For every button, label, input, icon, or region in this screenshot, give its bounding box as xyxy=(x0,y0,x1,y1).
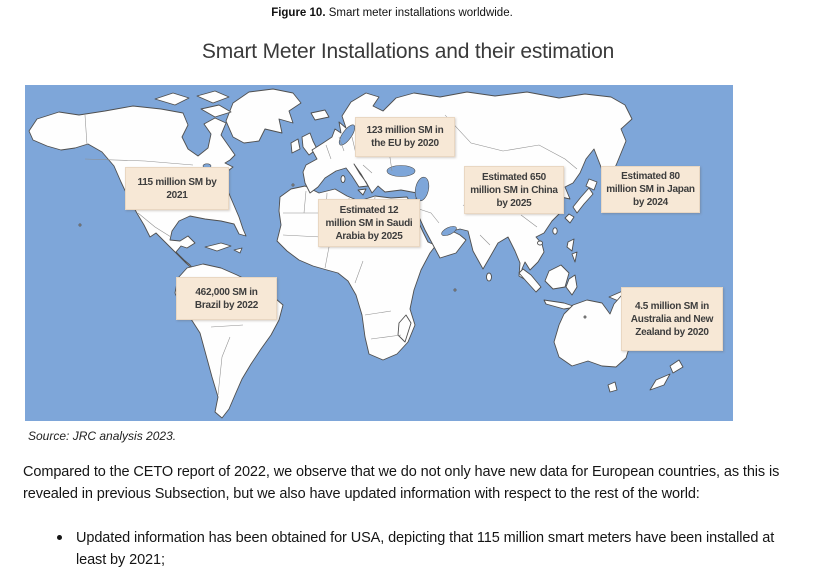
island-sulawesi xyxy=(565,274,578,296)
country-borders xyxy=(418,208,440,224)
islands-philippines xyxy=(571,251,578,263)
small-island xyxy=(453,288,457,292)
country-borders xyxy=(137,212,172,238)
figure-caption-text: Smart meter installations worldwide. xyxy=(328,7,513,19)
bullet-dot xyxy=(57,535,62,540)
island-madagascar xyxy=(397,314,412,343)
island-honshu xyxy=(572,187,594,214)
small-island xyxy=(291,183,295,187)
annotation-line: million SM in Japan xyxy=(606,184,695,195)
map-annotation-china: Estimated 650 million SM in China by 202… xyxy=(464,166,564,214)
island-sardinia xyxy=(340,175,346,183)
country-borders xyxy=(520,214,538,228)
island-sri-lanka xyxy=(486,272,492,282)
annotation-line: Estimated 80 xyxy=(621,171,680,182)
island-sicily xyxy=(357,188,367,196)
annotation-line: Estimated 650 xyxy=(481,171,546,183)
arctic-islands xyxy=(196,90,230,104)
annotation-line: million SM in Saudi xyxy=(325,217,413,229)
island-kyushu xyxy=(564,213,575,224)
island-new-zealand-south xyxy=(649,373,671,391)
body-paragraph: Compared to the CETO report of 2022, we … xyxy=(23,464,780,502)
bullet-text: Updated information has been obtained fo… xyxy=(76,530,775,568)
country-borders xyxy=(210,324,244,328)
annotation-line: 115 million SM by xyxy=(137,176,217,188)
map-annotation-saudi-arabia: Estimated 12 million SM in Saudi Arabia … xyxy=(318,199,420,247)
annotation-line: Brazil by 2022 xyxy=(194,299,259,311)
baltic-sea xyxy=(338,124,356,146)
country-borders xyxy=(479,234,491,246)
figure-caption: Figure 10. Smart meter installations wor… xyxy=(0,7,784,19)
country-borders xyxy=(354,260,364,284)
island-tasmania xyxy=(607,381,618,393)
island-sumatra xyxy=(518,268,542,293)
country-borders xyxy=(324,246,330,269)
annotation-line: the EU by 2020 xyxy=(371,138,439,149)
island-hainan xyxy=(537,240,543,246)
country-borders xyxy=(303,190,307,214)
annotation-line: 123 million SM in xyxy=(366,125,444,136)
map-annotation-japan: Estimated 80 million SM in Japan by 2024 xyxy=(601,166,700,213)
annotation-line: million SM in China xyxy=(470,184,558,196)
country-borders xyxy=(364,310,392,316)
annotation-line: by 2024 xyxy=(633,197,668,208)
figure-source: Source: JRC analysis 2023. xyxy=(28,429,177,443)
persian-gulf xyxy=(441,226,457,236)
map-annotation-australia-nz: 4.5 million SM in Australia and New Zeal… xyxy=(621,287,723,351)
island-taiwan xyxy=(552,227,558,235)
country-borders xyxy=(444,114,578,170)
annotation-line: by 2025 xyxy=(496,197,532,209)
island-iceland xyxy=(310,109,330,121)
country-borders xyxy=(370,334,402,340)
map-annotation-eu: 123 million SM in the EU by 2020 xyxy=(355,117,455,157)
island-greenland xyxy=(225,88,302,144)
world-map-figure: 115 million SM by 2021 123 million SM in… xyxy=(25,85,733,421)
island-new-zealand-north xyxy=(669,359,684,374)
arctic-islands xyxy=(200,104,232,118)
island-borneo xyxy=(544,264,570,290)
country-borders xyxy=(217,336,231,396)
annotation-line: Estimated 12 xyxy=(339,204,399,216)
country-borders xyxy=(84,158,194,166)
island-ireland xyxy=(290,138,301,154)
map-annotation-brazil: 462,000 SM in Brazil by 2022 xyxy=(176,277,277,320)
figure-caption-label: Figure 10. xyxy=(271,7,326,19)
map-annotation-usa: 115 million SM by 2021 xyxy=(125,167,229,210)
island-hokkaido xyxy=(585,178,598,191)
arctic-islands xyxy=(154,92,190,106)
country-borders xyxy=(282,234,322,238)
islands-philippines xyxy=(566,238,575,252)
bullet-item: Updated information has been obtained fo… xyxy=(57,527,792,571)
island-hispaniola xyxy=(233,247,243,254)
annotation-line: 2021 xyxy=(166,189,188,201)
annotation-line: 462,000 SM in xyxy=(195,286,258,298)
small-island xyxy=(583,315,587,319)
figure-title: Smart Meter Installations and their esti… xyxy=(201,40,615,63)
annotation-line: Arabia by 2025 xyxy=(335,230,403,242)
country-borders xyxy=(84,114,88,146)
annotation-line: 4.5 million SM in xyxy=(634,300,710,312)
annotation-line: Zealand by 2020 xyxy=(635,326,709,338)
country-borders xyxy=(338,136,345,152)
black-sea xyxy=(386,165,416,177)
annotation-line: Australia and New xyxy=(630,313,714,325)
country-borders xyxy=(362,164,373,174)
country-borders xyxy=(325,144,332,160)
island-cuba xyxy=(204,242,232,252)
small-island xyxy=(78,223,82,227)
